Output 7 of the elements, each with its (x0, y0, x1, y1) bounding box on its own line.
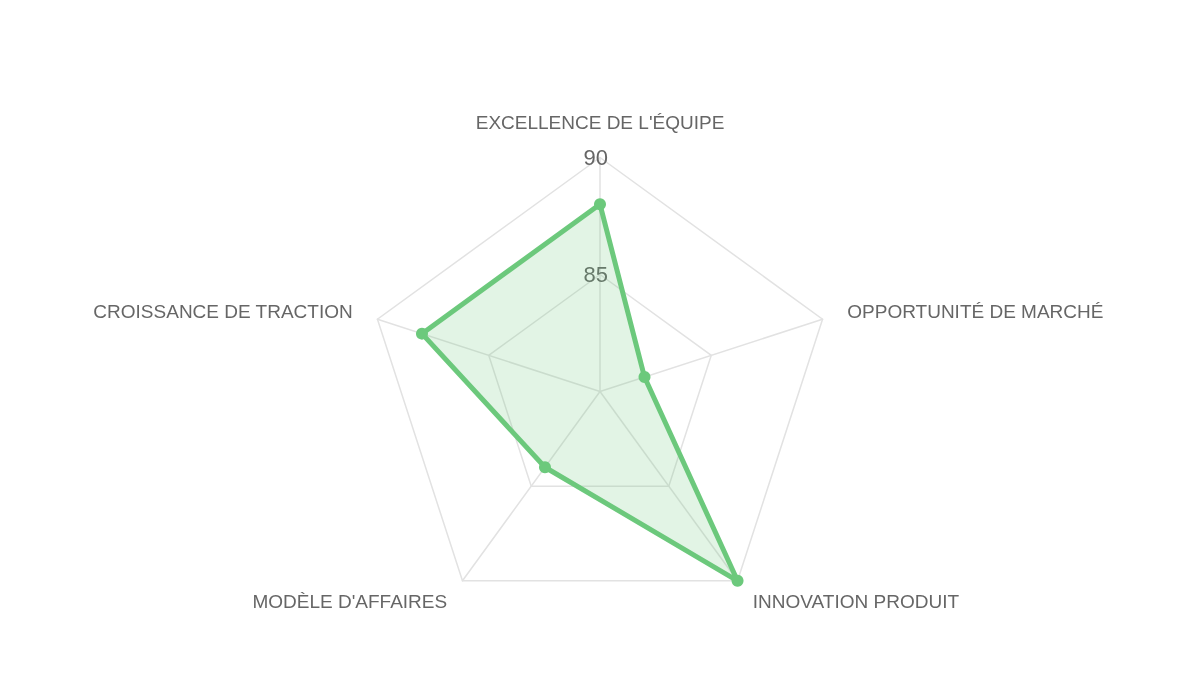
spoke-label: EXCELLENCE DE L'ÉQUIPE (475, 111, 725, 133)
spoke-label: INNOVATION PRODUIT (752, 591, 960, 613)
spoke-label: OPPORTUNITÉ DE MARCHÉ (847, 300, 1104, 322)
y-tick-label: 85 (583, 262, 608, 287)
spoke-label: MODÈLE D'AFFAIRES (252, 591, 448, 613)
y-tick-label: 90 (583, 145, 608, 170)
spoke-label: CROISSANCE DE TRACTION (93, 300, 353, 322)
